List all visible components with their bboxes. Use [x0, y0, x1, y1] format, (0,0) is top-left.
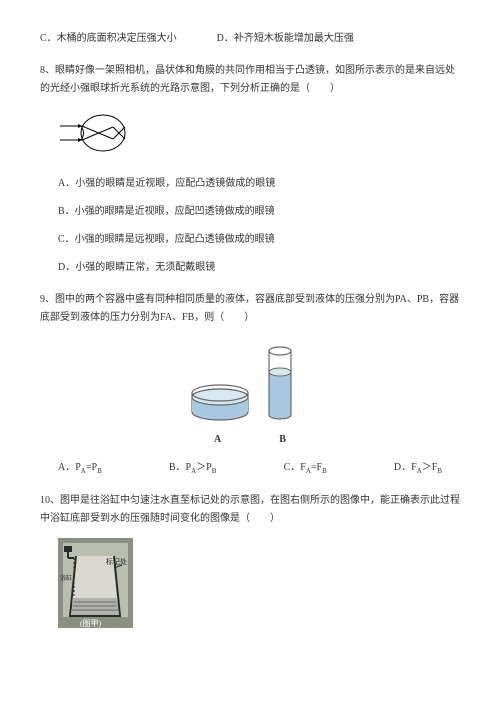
q9-opt-b: B．PA＞PB: [169, 459, 217, 478]
svg-text:标记处: 标记处: [106, 557, 127, 566]
bathtub-diagram: 标记处 浴缸 (图甲): [58, 538, 133, 628]
q9-opt-c: C．FA=FB: [284, 459, 327, 478]
q10-text: 10、图甲是往浴缸中匀速注水直至标记处的示意图，在图右侧所示的图像中，能正确表示…: [40, 492, 460, 528]
top-options-row: C．木桶的底面积决定压强大小 D．补齐短木板能增加最大压强: [40, 30, 460, 48]
ab-labels: A B: [185, 431, 315, 449]
q9-opt-a: A．PA=PB: [58, 459, 102, 478]
label-a: A: [214, 431, 221, 449]
q8-text: 8、眼睛好像一架照相机，晶状体和角膜的共同作用相当于凸透镜，如图所示表示的是来自…: [40, 62, 460, 98]
q8-opt-d: D．小强的眼睛正常，无须配戴眼镜: [40, 259, 460, 277]
q9-opt-d: D．FA＞FB: [394, 459, 442, 478]
q8-opt-c: C．小强的眼睛是远视眼，应配凸透镜做成的眼镜: [40, 231, 460, 249]
q9-text: 9、图中的两个容器中盛有同种相同质量的液体，容器底部受到液体的压强分别为PA、P…: [40, 291, 460, 327]
q8-opt-a: A．小强的眼睛是近视眼，应配凸透镜做成的眼镜: [40, 175, 460, 193]
question-8: 8、眼睛好像一架照相机，晶状体和角膜的共同作用相当于凸透镜，如图所示表示的是来自…: [40, 62, 460, 277]
label-b: B: [279, 431, 286, 449]
q8-opt-b: B．小强的眼睛是近视眼，应配凹透镜做成的眼镜: [40, 203, 460, 221]
containers-diagram: [185, 337, 315, 427]
q9-options: A．PA=PB B．PA＞PB C．FA=FB D．FA＞FB: [40, 459, 460, 478]
option-c: C．木桶的底面积决定压强大小: [40, 30, 177, 48]
svg-text:浴缸: 浴缸: [60, 574, 72, 582]
question-9: 9、图中的两个容器中盛有同种相同质量的液体，容器底部受到液体的压强分别为PA、P…: [40, 291, 460, 478]
svg-text:(图甲): (图甲): [80, 619, 102, 628]
eye-diagram: [58, 108, 138, 158]
option-d: D．补齐短木板能增加最大压强: [217, 30, 354, 48]
q8-diagram-box: [58, 108, 460, 165]
question-10: 10、图甲是往浴缸中匀速注水直至标记处的示意图，在图右侧所示的图像中，能正确表示…: [40, 492, 460, 628]
